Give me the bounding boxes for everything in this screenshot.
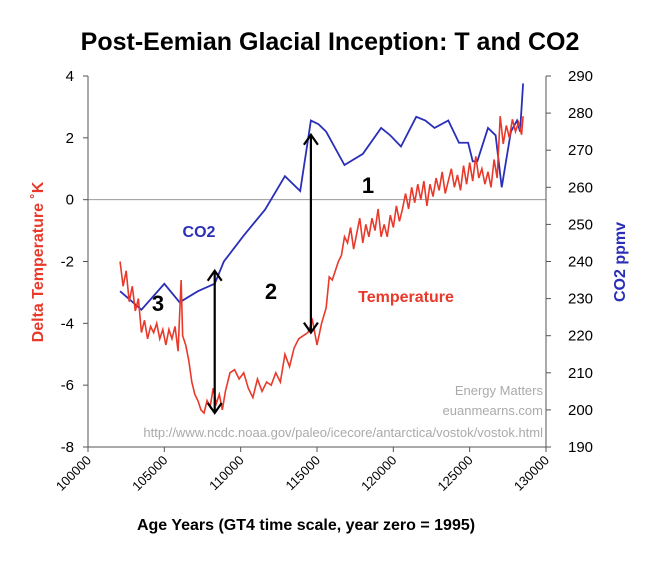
left-tick-labels: -8 -6 -4 -2 0 2 4 bbox=[61, 68, 88, 456]
left-tick-label: -8 bbox=[61, 439, 74, 456]
x-tick-label: 105000 bbox=[129, 453, 170, 494]
annotation-number-3: 3 bbox=[152, 291, 164, 316]
x-tick-label: 125000 bbox=[434, 453, 475, 494]
temperature-series-label: Temperature bbox=[358, 289, 454, 306]
left-tick-label: 2 bbox=[66, 130, 74, 147]
x-tick-labels: 100000 105000 110000 115000 120000 125000 1300… bbox=[53, 447, 552, 494]
credit-source-url: http://www.ncdc.noaa.gov/paleo/icecore/a… bbox=[143, 425, 543, 440]
credit-euanmearns: euanmearns.com bbox=[443, 403, 543, 418]
annotation-arrows bbox=[206, 132, 319, 415]
right-axis-label: CO2 ppmv bbox=[612, 222, 629, 302]
right-tick-label: 190 bbox=[568, 439, 593, 456]
arrow-head-bottom-2 bbox=[302, 321, 319, 335]
arrow-head-top-1 bbox=[206, 268, 223, 282]
right-tick-label: 210 bbox=[568, 365, 593, 382]
temperature-series-line bbox=[119, 116, 524, 415]
right-tick-label: 290 bbox=[568, 68, 593, 85]
x-axis-label: Age Years (GT4 time scale, year zero = 1… bbox=[137, 517, 475, 534]
x-tick-label: 130000 bbox=[511, 453, 552, 494]
right-tick-label: 260 bbox=[568, 179, 593, 196]
credits: Energy Matters euanmearns.com http://www… bbox=[143, 383, 543, 440]
annotation-number-1: 1 bbox=[362, 173, 374, 198]
credit-energy-matters: Energy Matters bbox=[455, 383, 544, 398]
right-tick-label: 220 bbox=[568, 328, 593, 345]
x-tick-label: 110000 bbox=[206, 453, 247, 494]
left-tick-label: -4 bbox=[61, 315, 74, 332]
co2-series-label: CO2 bbox=[183, 224, 216, 241]
right-tick-label: 280 bbox=[568, 105, 593, 122]
right-tick-label: 270 bbox=[568, 142, 593, 159]
left-tick-label: -2 bbox=[61, 254, 74, 271]
left-tick-label: -6 bbox=[61, 377, 74, 394]
co2-series-line bbox=[119, 83, 524, 311]
chart-title: Post-Eemian Glacial Inception: T and CO2 bbox=[81, 28, 580, 56]
arrow-head-top-2 bbox=[302, 132, 319, 146]
left-tick-label: 0 bbox=[66, 192, 74, 209]
x-tick-label: 115000 bbox=[283, 453, 324, 494]
x-tick-label: 100000 bbox=[53, 453, 94, 494]
left-axis-label: Delta Temperature ˚K bbox=[30, 181, 47, 342]
right-tick-labels: 190 200 210 220 230 240 250 260 270 280 290 bbox=[546, 68, 593, 456]
annotation-number-2: 2 bbox=[265, 279, 277, 304]
x-tick-label: 120000 bbox=[358, 453, 399, 494]
right-tick-label: 250 bbox=[568, 216, 593, 233]
arrow-head-bottom-1 bbox=[206, 402, 223, 415]
right-tick-label: 240 bbox=[568, 254, 593, 271]
right-tick-label: 200 bbox=[568, 402, 593, 419]
right-tick-label: 230 bbox=[568, 291, 593, 308]
left-tick-label: 4 bbox=[66, 68, 74, 85]
